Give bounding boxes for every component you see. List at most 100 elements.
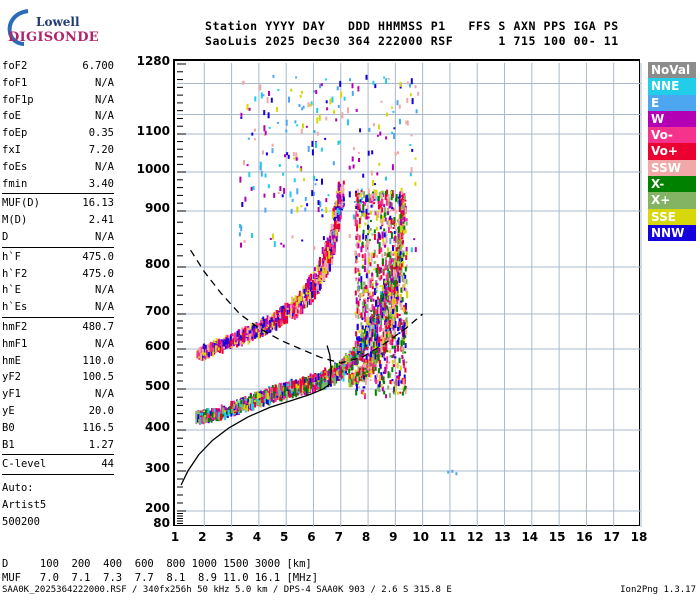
param-row: foF2 6.700 xyxy=(2,58,114,75)
param-row: h`Es N/A xyxy=(2,299,114,316)
param-divider xyxy=(2,454,114,456)
param-row: foF1p N/A xyxy=(2,92,114,109)
ionogram-plot-area[interactable] xyxy=(173,59,642,527)
param-value: 475.0 xyxy=(82,250,114,263)
param-key: h`Es xyxy=(2,301,28,314)
param-row: D N/A xyxy=(2,229,114,246)
legend-item-e[interactable]: E xyxy=(648,94,696,111)
source-file-footer: SAA0K_2025364222000.RSF / 340fx256h 50 k… xyxy=(2,585,452,595)
param-row: hmE 110.0 xyxy=(2,353,114,370)
y-tick-label: 300 xyxy=(144,461,170,475)
x-tick-label: 10 xyxy=(412,530,429,544)
param-value: 480.7 xyxy=(82,320,114,333)
param-value: N/A xyxy=(95,160,114,173)
y-tick-label: 200 xyxy=(144,501,170,515)
legend-item-nne[interactable]: NNE xyxy=(648,78,696,95)
param-key: fxI xyxy=(2,143,21,156)
param-row: foEp 0.35 xyxy=(2,125,114,142)
param-value: N/A xyxy=(95,284,114,297)
param-value: 0.35 xyxy=(88,127,114,140)
plot-canvas[interactable] xyxy=(173,59,642,527)
legend-item-vo-[interactable]: Vo+ xyxy=(648,143,696,160)
param-key: foF1 xyxy=(2,76,28,89)
doppler-color-legend[interactable]: NoVal NNE E W Vo- Vo+ SSW X- X+ SSE NNW xyxy=(648,62,696,242)
legend-item-noval[interactable]: NoVal xyxy=(648,62,696,79)
param-value: N/A xyxy=(95,301,114,314)
param-value: 44 xyxy=(101,458,114,471)
plot-svg xyxy=(177,63,642,527)
param-value: 6.700 xyxy=(82,60,114,72)
x-tick-label: 2 xyxy=(198,530,207,544)
x-tick-label: 8 xyxy=(361,530,371,544)
param-key: B1 xyxy=(2,438,15,451)
param-group-muf: MUF(D) 16.13 M(D) 2.41 D N/A xyxy=(2,195,114,245)
param-row: foF1 N/A xyxy=(2,75,114,92)
lowell-digisonde-logo: Lowell DIGISONDE xyxy=(6,7,106,47)
param-row: foE N/A xyxy=(2,108,114,125)
param-row: foEs N/A xyxy=(2,159,114,176)
y-tick-label: 900 xyxy=(144,201,170,215)
param-row: C-level 44 xyxy=(2,456,114,473)
y-axis-tick-labels: 80 200 300 400 500 600 700 800 900 1000 1100 1280 xyxy=(126,52,170,532)
param-value: N/A xyxy=(95,230,114,243)
x-tick-label: 16 xyxy=(576,530,593,544)
x-tick-label: 15 xyxy=(548,530,566,544)
grid-lines xyxy=(177,63,642,527)
x-axis-tick-labels: 1 2 3 4 5 6 7 8 9 10 11 12 13 14 15 16 17 18 xyxy=(140,530,700,548)
echo-scatter-points xyxy=(195,74,458,476)
x-tick-label: 18 xyxy=(630,530,648,544)
y-tick-label: 1100 xyxy=(136,124,170,138)
logo-arc-icon xyxy=(7,9,29,46)
param-value: 116.5 xyxy=(82,421,114,434)
legend-item-vo-[interactable]: Vo- xyxy=(648,127,696,144)
distance-muf-table: D 100 200 400 600 800 1000 1500 3000 [km… xyxy=(2,557,318,585)
param-key: foF2 xyxy=(2,60,28,72)
param-row: h`E N/A xyxy=(2,282,114,299)
param-key: hmF1 xyxy=(2,337,28,350)
param-row: yF2 100.5 xyxy=(2,369,114,386)
param-key: M(D) xyxy=(2,214,28,227)
legend-item-ssw[interactable]: SSW xyxy=(648,159,696,177)
param-row: h`F 475.0 xyxy=(2,249,114,266)
param-key: yE xyxy=(2,404,15,417)
legend-item-x-[interactable]: X- xyxy=(648,176,696,193)
legend-item-nnw[interactable]: NNW xyxy=(648,224,696,242)
param-row: fmin 3.40 xyxy=(2,176,114,193)
x-tick-label: 12 xyxy=(466,530,484,544)
x-tick-label: 13 xyxy=(494,530,511,544)
param-row: yF1 N/A xyxy=(2,386,114,403)
y-tick-label: 400 xyxy=(144,420,170,434)
logo-word-digisonde: DIGISONDE xyxy=(8,30,100,45)
distance-row: D 100 200 400 600 800 1000 1500 3000 [km… xyxy=(2,558,312,570)
param-key: foEs xyxy=(2,160,28,173)
param-value: N/A xyxy=(95,337,114,350)
legend-item-sse[interactable]: SSE xyxy=(648,208,696,225)
param-row: hmF2 480.7 xyxy=(2,319,114,336)
param-value: 16.13 xyxy=(82,197,114,210)
param-key: yF1 xyxy=(2,388,21,401)
param-group-frequencies: foF2 6.700 foF1 N/A foF1p N/A foE N/A foEp 0.… xyxy=(2,58,114,192)
param-value: 100.5 xyxy=(82,371,114,384)
y-tick-label: 80 xyxy=(153,516,170,530)
x-tick-label: 11 xyxy=(439,530,457,544)
autoscaling-info: Auto: Artist5 500200 xyxy=(2,480,114,530)
param-row: fxI 7.20 xyxy=(2,142,114,159)
legend-item-x-[interactable]: X+ xyxy=(648,192,696,209)
param-key: h`F xyxy=(2,250,21,263)
param-group-virtual-heights: h`F 475.0 h`F2 475.0 h`E N/A h`Es N/A xyxy=(2,249,114,316)
param-value: 2.41 xyxy=(88,214,114,227)
solid-profile-trace xyxy=(180,345,332,486)
param-value: 3.40 xyxy=(88,177,114,190)
param-row: MUF(D) 16.13 xyxy=(2,195,114,212)
param-row: h`F2 475.0 xyxy=(2,266,114,283)
header-line-columns: Station YYYY DAY DDD HHMMSS P1 FFS S AXN… xyxy=(205,19,619,33)
x-tick-label: 6 xyxy=(307,530,316,544)
param-key: D xyxy=(2,230,9,243)
legend-item-w[interactable]: W xyxy=(648,110,696,128)
y-tick-label: 800 xyxy=(144,257,170,271)
x-tick-label: 17 xyxy=(603,530,621,544)
param-divider xyxy=(2,193,114,195)
param-key: hmF2 xyxy=(2,320,28,333)
param-key: hmE xyxy=(2,354,21,367)
